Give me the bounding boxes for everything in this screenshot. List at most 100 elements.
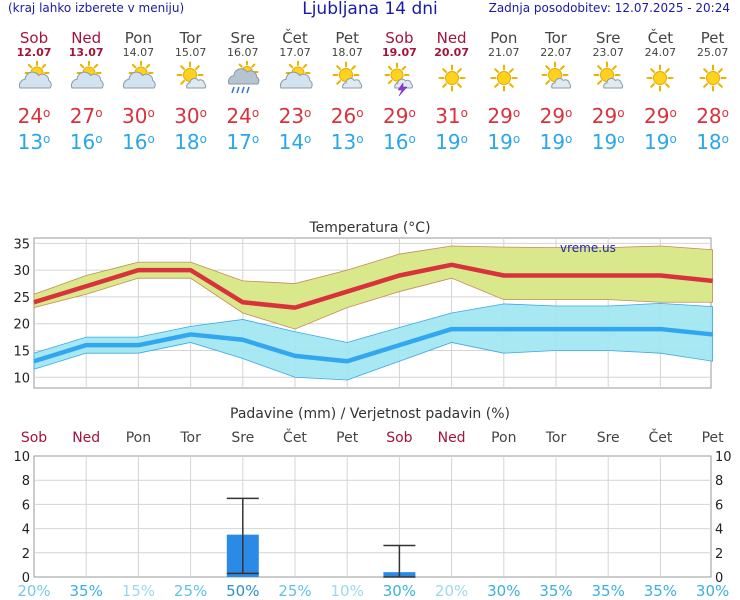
max-temperature: 31o: [426, 103, 478, 129]
temperature-value: 28: [696, 104, 722, 128]
y-tick-label: 35: [13, 237, 30, 252]
day-date: 18.07: [331, 46, 363, 59]
min-temperature: 14o: [269, 129, 321, 155]
degree-symbol: o: [199, 106, 207, 120]
x-day-label: Sob: [21, 430, 47, 446]
top-bar: (kraj lahko izberete v meniju) Ljubljana…: [0, 0, 740, 22]
max-temperature: 26o: [321, 103, 373, 129]
min-temperature: 16o: [112, 129, 164, 155]
y-tick-label: 30: [13, 264, 30, 279]
temperature-value: 18: [174, 130, 200, 154]
sun-small-cloud-icon: [176, 61, 206, 89]
degree-symbol: o: [617, 132, 625, 146]
degree-symbol: o: [721, 132, 729, 146]
day-column: Čet 17.07 23o 14o: [269, 30, 321, 170]
location-hint[interactable]: (kraj lahko izberete v meniju): [8, 1, 185, 15]
day-column: Pon 21.07 29o 19o: [478, 30, 530, 170]
max-temperature: 30o: [112, 103, 164, 129]
degree-symbol: o: [460, 106, 468, 120]
sun-icon: [438, 64, 466, 92]
partly-cloudy-icon: [71, 60, 104, 89]
min-temperature: 19o: [582, 129, 634, 155]
max-temperature: 28o: [687, 103, 739, 129]
temperature-value: 14: [278, 130, 305, 154]
x-day-label: Sre: [231, 430, 254, 446]
x-day-label: Čet: [648, 428, 672, 446]
degree-symbol: o: [512, 132, 521, 146]
day-column: Sre 16.07 24o 17o: [217, 30, 269, 170]
day-name: Pet: [700, 29, 725, 47]
precip-probability-label: 30%: [487, 582, 520, 600]
min-temperature: 19o: [426, 129, 478, 155]
max-temperature: 24o: [8, 103, 60, 129]
temperature-value: 29: [487, 104, 513, 128]
degree-symbol: o: [460, 132, 468, 146]
max-temperature-line: [33, 262, 713, 310]
precipitation-chart-title: Padavine (mm) / Verjetnost padavin (%): [230, 406, 510, 422]
degree-symbol: o: [408, 106, 416, 120]
partly-cloudy-icon: [18, 60, 52, 89]
temperature-value: 16: [382, 130, 409, 154]
temperature-value: 29: [643, 104, 670, 128]
day-name: Čet: [282, 29, 308, 47]
x-day-label: Ned: [72, 430, 100, 446]
degree-symbol: o: [565, 132, 573, 146]
min-temperature-line: [33, 326, 713, 364]
x-day-label: Tor: [545, 430, 567, 446]
min-temperature: 16o: [60, 129, 112, 155]
degree-symbol: o: [147, 132, 155, 146]
y-tick-label-right: 4: [715, 523, 723, 538]
degree-symbol: o: [147, 106, 155, 120]
precip-probability-label: 30%: [696, 582, 729, 600]
day-name: Čet: [647, 29, 674, 47]
precip-probability-label: 20%: [17, 582, 50, 600]
x-day-label: Ned: [438, 430, 466, 446]
day-name: Tor: [545, 29, 567, 47]
degree-symbol: o: [356, 132, 364, 146]
day-column: Ned 13.07 27o 16o: [60, 30, 112, 170]
degree-symbol: o: [95, 132, 103, 146]
sun-small-cloud-icon: [332, 61, 363, 89]
day-date: 20.07: [434, 46, 469, 59]
min-temperature: 13o: [321, 129, 373, 155]
y-tick-label-left: 0: [22, 571, 30, 586]
max-temperature: 29o: [530, 103, 582, 129]
y-tick-label-left: 8: [22, 474, 30, 489]
day-name: Sre: [230, 29, 256, 47]
day-date: 14.07: [122, 46, 155, 59]
min-temperature: 19o: [634, 129, 686, 155]
precip-probability-label: 25%: [278, 582, 311, 600]
day-column: Čet 24.07 29o 19o: [634, 30, 686, 170]
y-tick-label: 15: [13, 345, 30, 360]
day-name: Tor: [179, 29, 202, 47]
temperature-chart: 10 15 20 25 30 35 vreme.us: [13, 237, 713, 389]
y-tick-label: 10: [13, 371, 30, 386]
temperature-value: 17: [226, 130, 252, 154]
day-column: Tor 15.07 30o 18o: [165, 30, 217, 170]
max-temperature: 29o: [634, 103, 686, 129]
page-title: Ljubljana 14 dni: [302, 0, 438, 19]
day-date: 24.07: [644, 46, 677, 59]
precip-probability-label: 35%: [644, 582, 677, 600]
degree-symbol: o: [408, 132, 416, 146]
day-name: Sre: [595, 29, 621, 47]
y-tick-label-left: 10: [13, 450, 30, 465]
degree-symbol: o: [356, 106, 364, 120]
sun-icon: [699, 64, 727, 92]
day-column: Pet 25.07 28o 18o: [687, 30, 739, 170]
min-temperature: 18o: [165, 129, 217, 155]
day-date: 13.07: [68, 46, 104, 59]
x-day-label: Tor: [179, 430, 201, 446]
precipitation-chart: Sob Ned Pon Tor Sre Čet Pet Sob Ned Pon Tor Sre Čet P…: [13, 428, 731, 600]
watermark: vreme.us: [560, 241, 616, 255]
min-temperature: 13o: [8, 129, 60, 155]
min-temperature: 19o: [478, 129, 530, 155]
degree-symbol: o: [251, 106, 260, 120]
min-temperature: 18o: [687, 129, 739, 155]
day-date: 25.07: [696, 46, 729, 59]
y-tick-label-right: 0: [715, 571, 723, 586]
sun-small-cloud-icon: [593, 61, 624, 89]
sun-icon: [490, 64, 518, 92]
temperature-value: 18: [696, 130, 722, 154]
y-tick-label-right: 8: [715, 474, 723, 489]
